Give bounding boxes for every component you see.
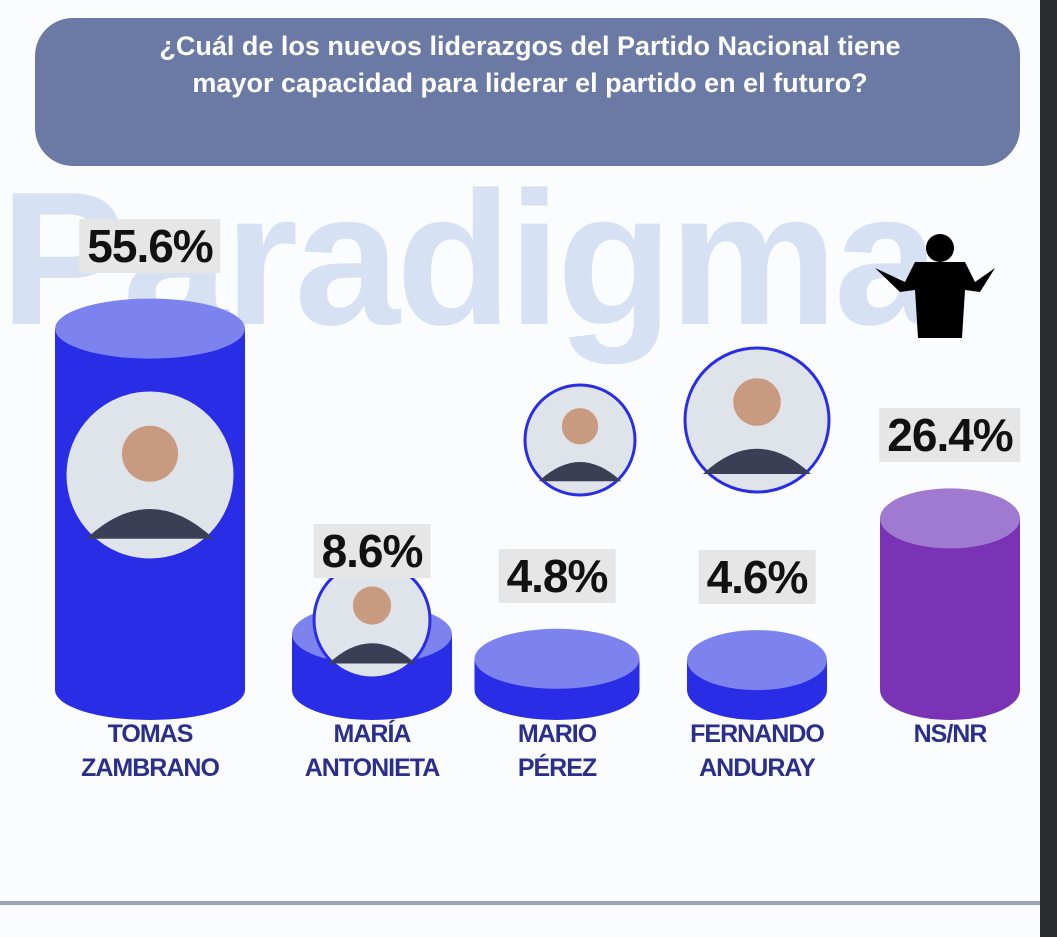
icon-body (875, 262, 995, 338)
category-label: MARIO PÉREZ (517, 720, 597, 782)
photo-head (352, 586, 392, 625)
photo-head (733, 378, 781, 426)
value-label: 26.4% (879, 408, 1021, 463)
category-label: TOMAS ZAMBRANO (81, 720, 220, 782)
value-label: 4.8% (498, 548, 616, 603)
chart-title: ¿Cuál de los nuevos liderazgos del Parti… (159, 31, 901, 99)
cylinder-cap (55, 298, 245, 359)
value-label: 55.6% (79, 218, 221, 273)
category-label: NS/NR (913, 720, 988, 748)
title-box (35, 18, 1020, 166)
cylinder-cap (474, 628, 640, 689)
category-label: FERNANDO ANDURAY (690, 720, 825, 782)
photo-head (121, 425, 179, 482)
photo-body (538, 462, 622, 482)
photo-body (86, 509, 214, 539)
frame-edge (1040, 0, 1057, 937)
photo-head (561, 408, 599, 445)
photo-body (703, 448, 811, 474)
photo-body (328, 643, 416, 664)
cylinder-cap (687, 630, 827, 691)
icon-head (926, 234, 954, 262)
cylinder-cap (880, 488, 1020, 549)
value-label: 4.6% (698, 550, 816, 605)
cylinder (880, 518, 1020, 720)
category-label: MARÍA ANTONIETA (304, 720, 441, 782)
value-label: 8.6% (313, 524, 431, 579)
